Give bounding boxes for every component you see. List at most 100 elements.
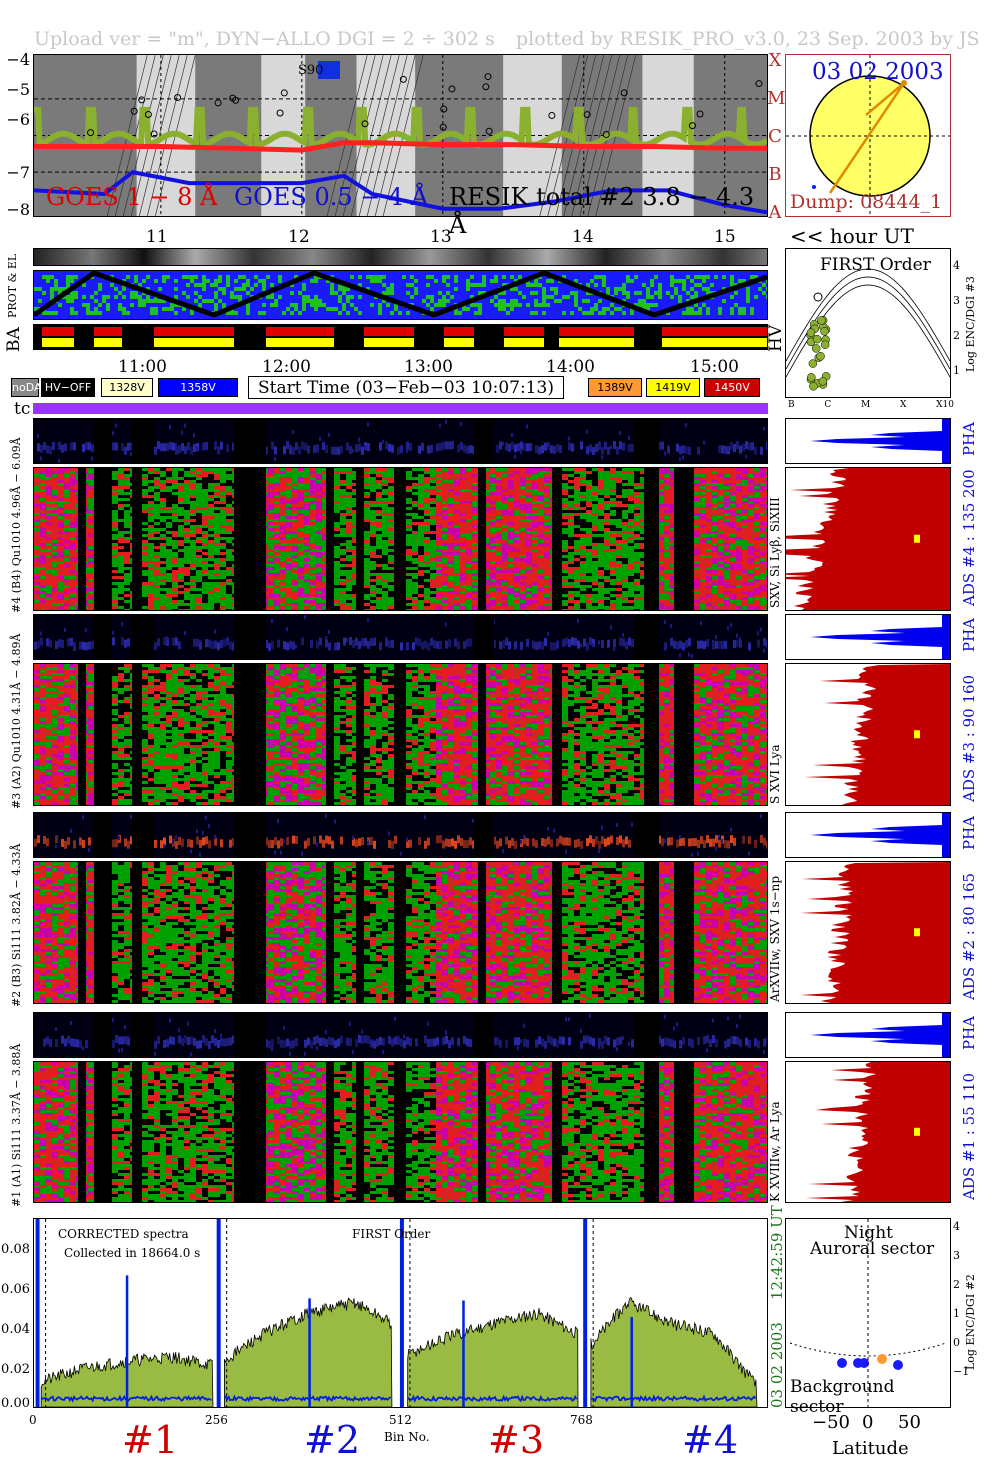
latitude-xlabel: Latitude [832,1438,909,1459]
line-id-label: S XVI Lya [768,745,782,805]
ads-label: ADS #1 : 55 110 [960,1073,978,1200]
latitude-chart [789,1219,947,1407]
spectra-channel-label: #1 [122,1418,178,1462]
latitude-yticks: 4 3 2 1 0 −1 [953,1212,969,1386]
spectra-ytick: 0.00 [0,1396,30,1411]
hour-tick: 13 [430,227,452,247]
spectra-date: 03 02 2003 [768,1322,786,1408]
sun-disk-diagram [786,55,950,216]
channel-label: #1 (A1) Si111 3.37Å − 3.88Å [10,1044,23,1207]
prot-el-chart [32,270,770,318]
first-order-xticks: B C M X X10 [788,400,954,410]
pha-histogram [785,812,951,858]
hour-tick: 12 [288,227,310,247]
corrected-spectra-panel: CORRECTED spectra Collected in 18664.0 s… [33,1218,768,1408]
first-order-ytick: 2 [953,318,960,353]
time-tick: 14:00 [546,357,595,377]
header-right: plotted by RESIK_PRO_v3.0, 23 Sep. 2003 … [516,28,980,50]
first-order-title: FIRST Order [820,255,931,275]
latitude-ytick: 0 [953,1328,969,1357]
pha-histogram [785,1012,951,1058]
class-letter: B [767,156,783,194]
time-tick: 13:00 [404,357,453,377]
ba-hv-chart [42,327,767,347]
pha-histogram [785,418,951,464]
latitude-ytick: 1 [953,1299,969,1328]
spectrogram [33,861,772,1004]
header-left: Upload ver = "m", DYN−ALLO DGI = 2 ÷ 302… [34,28,495,50]
hour-tick: 15 [714,227,736,247]
spectrogram [33,467,772,612]
time-tick: 12:00 [262,357,311,377]
legend-resik: RESIK total #2 3.8 − 4.3 Å [449,183,767,239]
goes-ytick: −8 [0,200,30,219]
prot-el-strip [32,270,770,320]
legend-1419v: 1419V [646,378,700,397]
first-order-ytick: 3 [953,283,960,318]
pha-label: PHA [960,816,978,850]
hour-tick: 14 [572,227,594,247]
latitude-ytick: 4 [953,1212,969,1241]
latitude-title-night: Night [844,1223,893,1243]
goes-ytick: −4 [0,50,30,69]
latitude-ytick: −1 [953,1357,969,1386]
spectra-time: 12:42:59 UT [768,1205,786,1300]
ads-histogram [785,663,951,806]
ba-hv-strip [33,324,768,350]
latitude-title-auroral: Auroral sector [810,1239,934,1259]
legend-1328v: 1328V [101,378,153,397]
tc-label: tc [14,399,30,419]
latitude-xtick: 50 [898,1412,921,1433]
day-night-strip [33,248,768,266]
first-order-yticks: 4 3 2 1 [953,248,960,388]
line-id-label: ArXVIIw, SXV 1s−np [768,876,782,1002]
ads-histogram [785,861,951,1004]
goes-lightcurve-panel: S90 GOES 1 − 8 Å GOES 0.5 − 4 Å RESIK to… [33,54,769,239]
goes-ytick: −7 [0,163,30,182]
tc-strip [33,403,768,414]
spectra-xlabel: Bin No. [384,1430,430,1444]
first-order-ytick: 1 [953,353,960,388]
ads-label: ADS #4 : 135 200 [960,469,978,606]
spectra-channel-label: #4 [682,1418,738,1462]
latitude-ytick: 2 [953,1270,969,1299]
ba-label: BA [4,327,24,352]
ads-label: ADS #2 : 80 165 [960,873,978,1000]
class-letter: M [767,80,785,118]
spectra-xtick: 0 [29,1413,37,1427]
pha-strip [33,1012,769,1058]
time-tick: 15:00 [690,357,739,377]
first-order-xtick: X10 [936,400,954,410]
spectra-xtick: 256 [205,1413,228,1427]
first-order-xtick: X [900,400,906,410]
first-order-panel: FIRST Order [785,248,951,398]
pha-strip [33,614,769,660]
hv-label: HV [766,325,786,352]
pha-strip [33,418,769,464]
latitude-panel: Night Auroral sector Background sector [785,1218,951,1417]
sun-dump-id: Dump: 08444_1 [790,191,942,213]
spectra-first-order: FIRST Order [352,1227,430,1241]
legend-1450v: 1450V [704,378,760,397]
ads-label: ADS #3 : 90 160 [960,675,978,802]
spectrogram [33,1061,772,1203]
channel-label: #4 (B4) Qu1010 4.96Å − 6.09Å [10,437,23,613]
spectrogram [33,663,772,806]
channel-label: #3 (A2) Qu1010 4.31Å − 4.89Å [10,634,23,809]
legend-hv-off: HV−OFF [41,378,95,397]
goes-class-letters: X M C B A [767,42,785,232]
latitude-ytick: 3 [953,1241,969,1270]
spectra-channel-label: #3 [488,1418,544,1462]
first-order-chart [785,268,951,391]
legend-1389v: 1389V [588,378,642,397]
spectra-ytick: 0.06 [0,1282,30,1297]
goes-marker: S90 [298,63,323,78]
spectra-channel-label: #2 [304,1418,360,1462]
class-letter: C [767,118,783,156]
line-id-label: SXV, Si Lyβ, SiXIII [768,497,782,608]
first-order-ylabel: Log ENC/DGI #3 [964,276,977,372]
legend-goes-1-8: GOES 1 − 8 Å [46,183,217,211]
latitude-xtick: 0 [862,1412,873,1433]
spectra-ytick: 0.08 [0,1242,30,1257]
spectra-title: CORRECTED spectra [58,1227,189,1241]
